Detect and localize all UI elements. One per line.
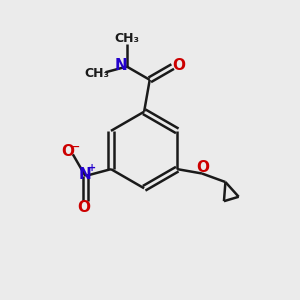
Text: N: N <box>79 167 92 182</box>
Text: +: + <box>88 163 96 173</box>
Text: −: − <box>72 142 80 152</box>
Text: N: N <box>115 58 128 73</box>
Text: O: O <box>173 58 186 74</box>
Text: O: O <box>196 160 210 175</box>
Text: CH₃: CH₃ <box>85 67 110 80</box>
Text: O: O <box>61 145 74 160</box>
Text: CH₃: CH₃ <box>115 32 140 44</box>
Text: O: O <box>77 200 90 215</box>
